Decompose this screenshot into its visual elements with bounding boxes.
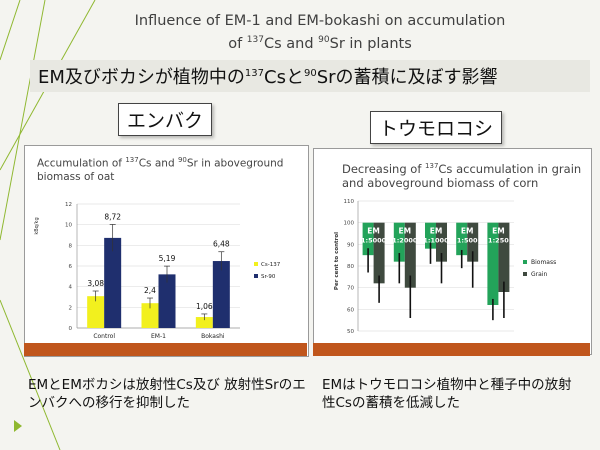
y-tick-label: 60 xyxy=(347,307,354,313)
bar-biomass xyxy=(487,222,499,305)
bar-sr-90 xyxy=(104,237,122,328)
bar-grain xyxy=(467,222,479,262)
corn-chart-panel: Decreasing of 137Cs accumulation in grai… xyxy=(313,148,592,355)
y-tick-label: 8 xyxy=(69,243,73,249)
bar-cs-137 xyxy=(87,296,105,328)
y-tick-label: 0 xyxy=(69,326,73,332)
legend-label: Sr-90 xyxy=(261,274,276,280)
bar-biomass xyxy=(393,222,405,262)
data-label: 5,19 xyxy=(159,254,176,263)
bar-sr-90 xyxy=(158,274,176,328)
triangle-bullet-icon xyxy=(14,420,22,432)
bar-grain xyxy=(498,222,510,292)
data-label: 6,48 xyxy=(213,240,230,249)
category-label: 1:250 xyxy=(488,237,509,245)
category-label: EM xyxy=(492,227,505,236)
category-label: EM xyxy=(430,227,443,236)
category-label: EM xyxy=(367,227,380,236)
bar-biomass xyxy=(425,222,436,249)
slide-title: Influence of EM-1 and EM-bokashi on accu… xyxy=(134,13,506,52)
y-tick-label: 12 xyxy=(65,202,72,208)
legend-label: Grain xyxy=(531,271,547,278)
accent-bar-left xyxy=(24,343,307,356)
legend-swatch xyxy=(523,272,527,276)
bar-biomass xyxy=(362,222,374,256)
bar-sr-90 xyxy=(212,261,230,328)
slide-subtitle: EM及びボカシが植物中の137Csと90Srの蓄積に及ぼす影響 xyxy=(38,67,498,88)
caption-oat: EMとEMボカシは放射性Cs及び 放射性Srのエンバクへの移行を抑制した xyxy=(28,377,306,411)
x-tick-label: EM-1 xyxy=(151,333,166,340)
data-label: 1,06 xyxy=(196,302,213,311)
y-tick-label: 2 xyxy=(69,305,73,311)
x-tick-label: Control xyxy=(93,333,115,340)
label-oat: エンバク xyxy=(118,103,213,136)
legend-label: Cs-137 xyxy=(261,262,281,268)
y-tick-label: 110 xyxy=(344,199,355,205)
caption-corn: EMはトウモロコシ植物中と種子中の放射性Csの蓄積を低減した xyxy=(322,377,572,411)
oat-chart-panel: Accumulation of 137Cs and 90Sr in aboveg… xyxy=(24,145,309,357)
y-tick-label: 4 xyxy=(69,285,73,291)
oat-chart-title: Accumulation of 137Cs and 90Sr in aboveg… xyxy=(37,156,284,183)
y-tick-label: 10 xyxy=(65,223,72,229)
y-tick-label: 100 xyxy=(344,221,355,227)
category-label: 1:5000 xyxy=(361,237,387,245)
y-axis-label: Per cent to control xyxy=(334,232,340,290)
category-label: 1:2000 xyxy=(392,237,418,245)
y-tick-label: 80 xyxy=(347,264,354,270)
y-tick-label: 50 xyxy=(347,329,354,335)
data-label: 2,4 xyxy=(144,286,156,295)
corn-chart-title: Decreasing of 137Cs accumulation in grai… xyxy=(342,161,582,190)
bar-cs-137 xyxy=(141,303,159,328)
y-tick-label: 6 xyxy=(69,264,73,270)
legend-label: Biomass xyxy=(531,259,556,266)
legend-swatch xyxy=(254,274,258,278)
legend-swatch xyxy=(523,260,527,264)
y-tick-label: 70 xyxy=(347,286,354,292)
data-label: 3,08 xyxy=(87,279,104,288)
bar-biomass xyxy=(456,222,468,256)
bar-grain xyxy=(436,222,447,262)
x-tick-label: Bokashi xyxy=(201,333,225,340)
category-label: EM xyxy=(399,227,412,236)
bar-cs-137 xyxy=(195,317,213,328)
y-tick-label: 90 xyxy=(347,242,354,248)
oat-chart: 0 2 4 6 8 10 12 kBq/kg 3,08 8,72 Control 2,4 5,19 EM-… xyxy=(34,202,281,340)
category-label: 1:500 xyxy=(457,237,478,245)
subtitle-band xyxy=(30,60,590,92)
y-axis-label: kBq/kg xyxy=(34,217,40,234)
data-label: 8,72 xyxy=(104,212,121,221)
legend-swatch xyxy=(254,262,258,266)
bar-grain xyxy=(404,222,416,288)
category-label: 1:1000 xyxy=(423,237,449,245)
label-corn: トウモロコシ xyxy=(370,111,503,144)
category-label: EM xyxy=(461,227,474,236)
accent-bar-right xyxy=(313,343,590,356)
bar-grain xyxy=(373,222,385,284)
